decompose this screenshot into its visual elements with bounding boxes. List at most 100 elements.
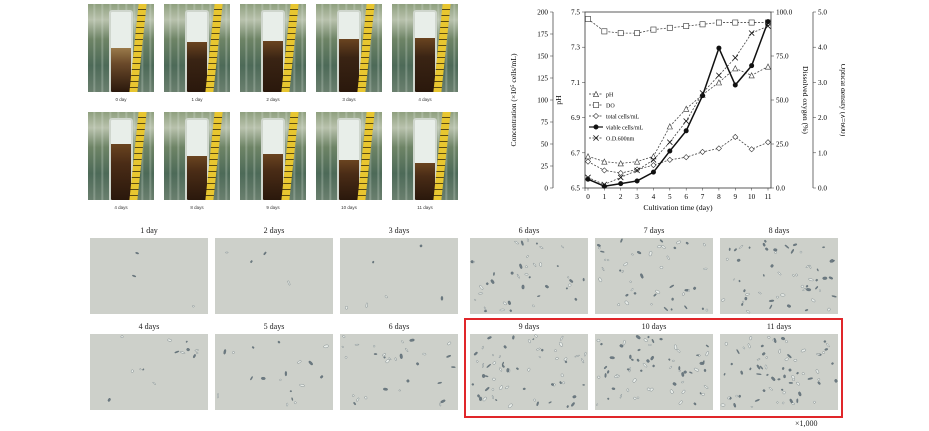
- ph-axis-label: pH: [554, 95, 563, 105]
- od-tick-label: 3.0: [818, 79, 827, 87]
- do-axis-label: Dissolved oxygen (%): [801, 66, 810, 134]
- total-cells-point: [650, 162, 657, 169]
- cell-speckles: [595, 238, 713, 314]
- x-tick-label: 11: [765, 193, 772, 201]
- do-tick-label: 0.0: [776, 185, 785, 193]
- bioreactor-photo: [392, 4, 458, 92]
- total-cells-point: [601, 167, 608, 174]
- viable-cells-point: [732, 82, 738, 88]
- total-cells-point: [715, 145, 722, 152]
- conc-tick-label: 50: [541, 141, 549, 149]
- cell-speckles: [340, 334, 458, 410]
- do-point: [699, 21, 706, 28]
- micrograph-label: 10 days: [641, 322, 667, 331]
- micrograph-image: [215, 334, 333, 410]
- do-point: [617, 30, 624, 37]
- legend-label: pH: [606, 92, 614, 98]
- od-point: [634, 167, 640, 174]
- od-point: [593, 135, 599, 141]
- od-point: [601, 181, 608, 188]
- od-point: [683, 118, 690, 125]
- od-point: [765, 23, 771, 29]
- od-point: [666, 139, 673, 146]
- micrograph-label: 6 days: [518, 226, 540, 235]
- conc-tick-label: 100: [537, 97, 548, 105]
- cell-speckles: [340, 238, 458, 314]
- micrograph-image: [720, 238, 838, 314]
- plot-frame: [584, 11, 772, 189]
- photo-caption: 4 days: [418, 97, 432, 102]
- od-point: [617, 174, 624, 181]
- viable-cells-point: [716, 45, 722, 51]
- do-point: [683, 23, 690, 29]
- micrograph-image: [595, 238, 713, 314]
- photo-caption: 10 days: [341, 205, 357, 210]
- od-point: [650, 156, 657, 163]
- do-point: [748, 19, 755, 26]
- bioreactor-photo: [392, 112, 458, 200]
- cell-speckles: [90, 334, 208, 410]
- od-tick-label: 2.0: [818, 114, 827, 122]
- ph-tick-label: 7.3: [571, 44, 580, 52]
- od-tick-label: 5.0: [818, 9, 827, 17]
- micrograph-label: 9 days: [518, 322, 540, 331]
- conc-axis-label: Concentration (×10⁵ cells/mL): [509, 53, 518, 146]
- do-tick-label: 100.0: [776, 9, 793, 17]
- conc-tick-label: 200: [537, 9, 548, 17]
- od-point: [732, 54, 739, 61]
- bioreactor-photo: [240, 4, 306, 92]
- bioreactor-photo: [88, 112, 154, 200]
- bioreactor-photo: [316, 4, 382, 92]
- cell-speckles: [595, 334, 713, 410]
- do-point: [650, 26, 657, 33]
- do-point: [593, 102, 599, 108]
- cell-speckles: [215, 334, 333, 410]
- conc-tick-label: 25: [541, 163, 549, 171]
- do-point: [585, 16, 591, 22]
- ph-point: [715, 79, 722, 86]
- od-tick-label: 4.0: [818, 44, 827, 52]
- micrograph-label: 7 days: [643, 226, 665, 235]
- series-line: [587, 25, 769, 185]
- cell-speckles: [720, 238, 838, 314]
- ph-point: [601, 158, 608, 165]
- series-line: [587, 136, 769, 174]
- do-tick-label: 75.0: [776, 53, 789, 61]
- legend-label: total cells/mL: [606, 114, 639, 120]
- cultivation-chart: 02550751001251501752006.56.76.97.17.37.5…: [509, 9, 845, 213]
- bioreactor-photo: [316, 112, 382, 200]
- total-cells-point: [617, 170, 624, 177]
- viable-cells-point: [650, 169, 656, 175]
- ph-point: [634, 158, 641, 165]
- micrograph-image: [470, 334, 588, 410]
- photo-caption: 3 days: [342, 97, 356, 102]
- do-point: [716, 19, 722, 26]
- ph-tick-label: 7.5: [571, 9, 580, 17]
- do-tick-label: 25.0: [776, 141, 789, 149]
- micrograph-label: 1 day: [140, 226, 158, 235]
- bioreactor-photo: [240, 112, 306, 200]
- micrograph-image: [90, 238, 208, 314]
- x-tick-label: 10: [748, 193, 756, 201]
- bioreactor-photo-grid: 0 day 1 day 2 days 3 days 4 days 4 days 8 days…: [88, 4, 460, 214]
- ph-point: [584, 153, 592, 160]
- series-line: [587, 21, 769, 188]
- viable-cells-point: [765, 19, 771, 25]
- micrograph-label: 11 days: [766, 322, 792, 331]
- total-cells-point: [748, 146, 755, 153]
- x-tick-label: 1: [603, 193, 607, 201]
- total-cells-point: [732, 133, 739, 140]
- total-cells-point: [592, 112, 600, 120]
- legend-label: DO: [606, 103, 615, 109]
- od-point: [748, 30, 755, 37]
- cell-speckles: [215, 238, 333, 314]
- ph-point: [592, 90, 600, 97]
- micrograph-label: 3 days: [388, 226, 410, 235]
- micrograph-image: [340, 334, 458, 410]
- ph-tick-label: 7.1: [571, 79, 580, 87]
- ph-tick-label: 6.5: [571, 185, 580, 193]
- micrograph-label: 6 days: [388, 322, 410, 331]
- x-axis-label: Cultivation time (day): [643, 203, 713, 212]
- viable-cells-point: [683, 128, 689, 134]
- total-cells-point: [634, 166, 641, 173]
